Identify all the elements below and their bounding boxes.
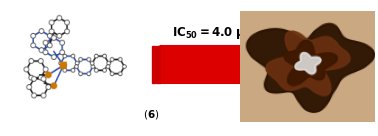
Bar: [156, 46, 160, 83]
Polygon shape: [160, 33, 270, 96]
Bar: [152, 46, 155, 83]
Text: Melanoma cancer: Melanoma cancer: [257, 110, 350, 120]
Text: $\mathbf{IC_{50}}$$\mathbf{= 4.0\ \mu M}$: $\mathbf{IC_{50}}$$\mathbf{= 4.0\ \mu M}…: [172, 25, 257, 41]
Text: [Ru(bbdo)(dppz)]$^{2+}$ ($\mathbf{6}$): [Ru(bbdo)(dppz)]$^{2+}$ ($\mathbf{6}$): [37, 107, 160, 123]
